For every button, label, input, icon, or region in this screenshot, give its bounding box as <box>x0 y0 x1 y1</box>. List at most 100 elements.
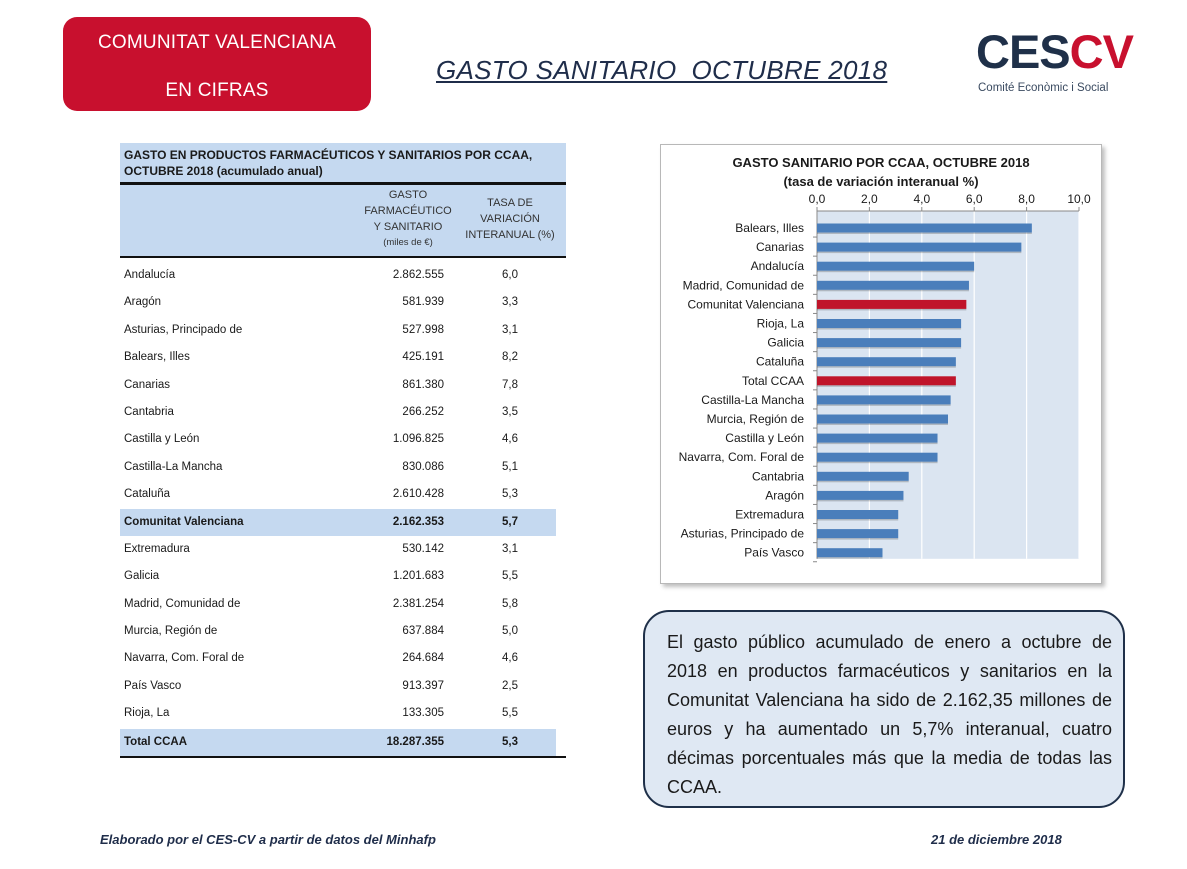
bar-shadow <box>817 461 938 464</box>
row-name: Madrid, Comunidad de <box>124 597 241 610</box>
row-value: 637.884 <box>402 625 444 638</box>
bar-shadow <box>817 385 956 387</box>
badge-line-1: COMUNITAT VALENCIANA <box>97 32 336 53</box>
page-title: GASTO SANITARIO OCTUBRE 2018 <box>436 55 888 85</box>
category-label: Navarra, Com. Foral de <box>679 450 805 464</box>
variation-chart-svg: GASTO SANITARIO POR CCAA, OCTUBRE 2018 (t… <box>679 155 1091 563</box>
badge-line-2: EN CIFRAS <box>165 80 269 101</box>
table-row: Cantabria 266.252 3,5 <box>120 399 566 426</box>
logo-ces-text: CES <box>976 25 1071 78</box>
row-value: 18.287.355 <box>386 735 444 748</box>
variation-chart: GASTO SANITARIO POR CCAA, OCTUBRE 2018 (t… <box>660 144 1102 584</box>
table-row: Andalucía 2.862.555 6,0 <box>120 262 566 289</box>
row-value: 425.191 <box>402 351 444 364</box>
row-name: Andalucía <box>124 269 176 281</box>
category-label: Andalucía <box>751 259 805 273</box>
bar <box>817 471 909 481</box>
publication-date: 21 de diciembre 2018 <box>931 832 1062 847</box>
category-label: Aragón <box>765 488 804 502</box>
bar-shadow <box>817 557 883 559</box>
bar-shadow <box>817 404 951 406</box>
row-name: Cantabria <box>124 405 174 418</box>
row-value: 861.380 <box>402 378 444 391</box>
row-rate: 5,3 <box>502 735 518 748</box>
table-row: Castilla-La Mancha 830.086 5,1 <box>120 454 566 481</box>
row-name: Cataluña <box>124 488 171 501</box>
bar <box>817 223 1032 233</box>
table-row: Comunitat Valenciana 2.162.353 5,7 <box>120 508 566 536</box>
bar-shadow <box>817 423 948 425</box>
category-label: Castilla-La Mancha <box>701 393 804 407</box>
table-body: Andalucía 2.862.555 6,0 Aragón 581.939 3,3 Ast… <box>120 258 566 759</box>
row-name: Galicia <box>124 570 160 583</box>
table-row: Rioja, La 133.305 5,5 <box>120 700 566 727</box>
ces-cv-logo: CESCV Comité Econòmic i Social <box>976 28 1136 100</box>
x-tick-label: 4,0 <box>913 192 930 206</box>
row-value: 2.862.555 <box>392 269 444 281</box>
row-value: 264.684 <box>402 652 444 665</box>
row-rate: 5,5 <box>502 570 518 583</box>
expense-table: GASTO EN PRODUCTOS FARMACÉUTICOS Y SANIT… <box>120 143 566 759</box>
category-label: Asturias, Principado de <box>681 527 805 541</box>
category-label: Rioja, La <box>757 317 805 331</box>
logo-subtitle: Comité Econòmic i Social <box>978 82 1109 94</box>
row-name: Navarra, Com. Foral de <box>124 652 245 665</box>
row-name: Asturias, Principado de <box>124 323 243 336</box>
row-value: 2.162.353 <box>392 515 444 528</box>
chart-title: GASTO SANITARIO POR CCAA, OCTUBRE 2018 <box>732 155 1029 170</box>
row-value: 581.939 <box>402 296 444 309</box>
category-label: Cataluña <box>756 355 804 369</box>
row-value: 2.381.254 <box>392 597 444 610</box>
column-header-rate: TASA DE VARIACIÓN INTERANUAL (%) <box>465 197 555 241</box>
bar <box>817 299 967 309</box>
bar-shadow <box>817 251 1022 254</box>
table-row: Balears, Illes 425.191 8,2 <box>120 344 566 371</box>
bar <box>817 376 956 386</box>
bar <box>817 319 962 328</box>
table-row: Murcia, Región de 637.884 5,0 <box>120 618 566 645</box>
row-rate: 4,6 <box>502 652 518 665</box>
bar-shadow <box>817 308 967 311</box>
category-label: Extremadura <box>735 508 804 522</box>
row-name: Rioja, La <box>124 707 170 720</box>
bar-shadow <box>817 442 938 445</box>
bar-shadow <box>817 366 956 368</box>
bar <box>817 548 883 558</box>
bar <box>817 261 975 271</box>
table-row: Castilla y León 1.096.825 4,6 <box>120 426 566 453</box>
row-rate: 3,5 <box>502 405 518 418</box>
row-name: Castilla-La Mancha <box>124 460 223 473</box>
category-label: Comunitat Valenciana <box>687 297 804 311</box>
row-value: 527.998 <box>402 323 444 336</box>
row-highlight <box>120 508 556 536</box>
bar-shadow <box>817 499 904 502</box>
source-note: Elaborado por el CES-CV a partir de dato… <box>100 832 436 847</box>
row-highlight <box>120 728 556 757</box>
row-name: Canarias <box>124 378 171 391</box>
row-rate: 7,8 <box>502 378 518 391</box>
x-tick-label: 6,0 <box>966 192 983 206</box>
bar-shadow <box>817 270 975 273</box>
row-value: 830.086 <box>402 460 444 473</box>
row-rate: 4,6 <box>502 433 518 446</box>
x-tick-label: 2,0 <box>861 192 878 206</box>
row-name: País Vasco <box>124 679 182 692</box>
bar <box>817 338 962 348</box>
row-rate: 5,8 <box>502 597 518 610</box>
bar-shadow <box>817 519 899 521</box>
category-label: Castilla y León <box>725 431 804 445</box>
x-tick-label: 10,0 <box>1067 192 1091 206</box>
bar <box>817 433 938 443</box>
row-rate: 2,5 <box>502 679 518 692</box>
table-row: Aragón 581.939 3,3 <box>120 289 566 316</box>
bar-shadow <box>817 328 962 330</box>
row-name: Aragón <box>124 296 162 309</box>
bar-shadow <box>817 480 909 483</box>
row-rate: 6,0 <box>502 269 518 281</box>
table-row: Cataluña 2.610.428 5,3 <box>120 481 566 508</box>
category-label: Balears, Illes <box>735 221 804 235</box>
header-badge: COMUNITAT VALENCIANA EN CIFRAS <box>63 17 371 111</box>
row-name: Comunitat Valenciana <box>124 515 244 528</box>
logo-cv-text: CV <box>1069 25 1134 78</box>
category-label: Total CCAA <box>742 374 804 388</box>
